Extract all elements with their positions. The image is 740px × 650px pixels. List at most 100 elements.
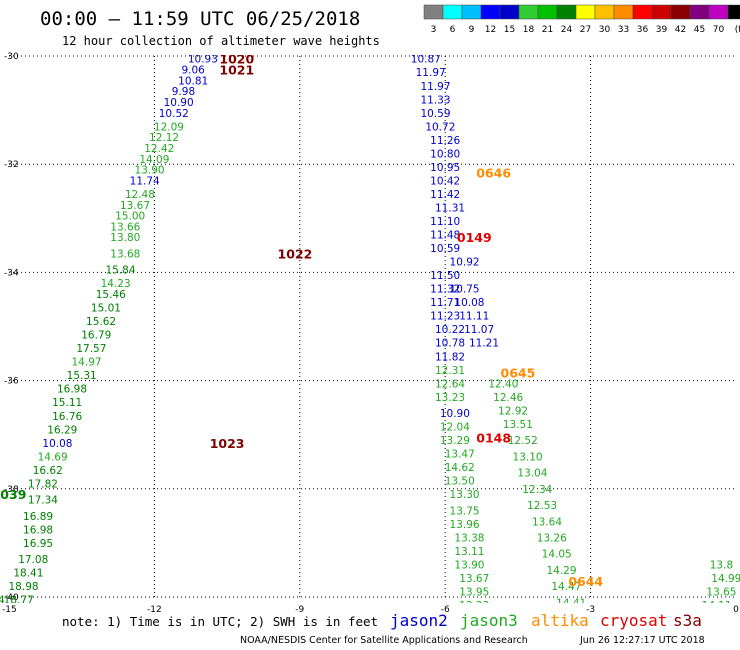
legend-swatch: [708, 4, 729, 20]
swh-label: 15.84: [105, 265, 135, 277]
swh-label: 13.10: [513, 451, 543, 463]
time-label: 0644: [568, 574, 603, 589]
swh-label: 11.33: [420, 94, 450, 106]
legend-swatch: [670, 4, 691, 20]
axis-ticks: -30-32-34-36-38-40-15 -12 -9 -6 -3 0: [2, 52, 739, 615]
swh-label: 12.42: [144, 143, 174, 155]
legend-swatch: [423, 4, 444, 20]
time-label: 0039: [0, 487, 26, 502]
legend-swatch: [499, 4, 520, 20]
y-tick-label: -36: [4, 377, 19, 387]
swh-label: 14.97: [72, 357, 102, 369]
swh-label: 12.12: [149, 132, 179, 144]
y-tick-label: -40: [4, 593, 19, 603]
x-tick-label: -6: [441, 605, 450, 615]
legend-label: 36: [637, 25, 649, 35]
legend-label: 39: [656, 25, 668, 35]
legend-label: (ft): [735, 25, 740, 35]
swh-label: 11.26: [430, 135, 460, 147]
swh-label: 12.92: [498, 405, 528, 417]
swh-label: 14.41: [556, 597, 586, 609]
swh-label: 13.95: [459, 587, 489, 599]
swh-label: 14.62: [445, 462, 475, 474]
legend-label: 24: [561, 25, 573, 35]
swh-label: 13.47: [445, 449, 475, 461]
swh-label: 18.41: [13, 568, 43, 580]
swh-label: 12.48: [125, 189, 155, 201]
swh-label: 14.29: [546, 565, 576, 577]
swh-label: 13.64: [532, 516, 562, 528]
swh-label: 11.32: [430, 284, 460, 296]
legend-label: 30: [599, 25, 611, 35]
swh-label: 10.90: [164, 97, 194, 109]
legend-swatch: [594, 4, 615, 20]
time-label: 0149: [457, 230, 492, 245]
swh-label: 10.52: [159, 108, 189, 120]
legend-swatch: [442, 4, 463, 20]
swh-label: 13.96: [450, 519, 480, 531]
swh-label: 10.95: [430, 162, 460, 174]
time-label: 1021: [219, 63, 254, 78]
chart-title: 00:00 – 11:59 UTC 06/25/2018: [40, 8, 360, 30]
swh-label: 11.10: [430, 216, 460, 228]
x-tick-label: -9: [295, 605, 304, 615]
legend-swatch: [575, 4, 596, 20]
swh-label: 10.78: [435, 338, 465, 350]
swh-label: 13.29: [440, 435, 470, 447]
y-tick-label: -34: [4, 268, 19, 278]
footer-credit: NOAA/NESDIS Center for Satellite Applica…: [240, 635, 528, 646]
swh-label: 16.76: [52, 411, 82, 423]
swh-label: 16.79: [81, 330, 111, 342]
legend-swatch: [613, 4, 634, 20]
legend-swatch: [556, 4, 577, 20]
time-labels: 1020102110221023003900400646014906450148…: [0, 52, 603, 589]
legend-label: 42: [675, 25, 686, 35]
swh-label: 11.71: [430, 297, 460, 309]
swh-label: 16.29: [47, 424, 77, 436]
swh-label: 15.00: [115, 211, 145, 223]
swh-label: 14.99: [711, 573, 740, 585]
x-tick-label: -15: [2, 605, 17, 615]
swh-label: 11.07: [464, 324, 494, 336]
swh-label: 10.42: [430, 175, 460, 187]
swh-label: 13.26: [537, 532, 567, 544]
swh-label: 10.87: [411, 54, 441, 66]
swh-label: 12.09: [154, 121, 184, 133]
time-label: 0148: [476, 430, 511, 445]
swh-label: 13.11: [454, 546, 484, 558]
swh-label: 11.42: [430, 189, 460, 201]
swh-label: 13.68: [110, 248, 140, 260]
legend-swatch: [518, 4, 539, 20]
swh-label: 13.30: [450, 489, 480, 501]
swh-label: 12.31: [435, 365, 465, 377]
swh-label: 12.46: [493, 392, 523, 404]
swh-label: 13.90: [454, 560, 484, 572]
swh-label: 14.11: [702, 600, 732, 612]
swh-label: 12.40: [488, 378, 518, 390]
legend-label: 21: [542, 25, 553, 35]
time-label: 1022: [278, 246, 313, 261]
legend-label: 3: [431, 25, 437, 35]
swh-label: 10.59: [430, 243, 460, 255]
legend-label: 12: [485, 25, 496, 35]
swh-label: 14.47: [551, 581, 581, 593]
swh-label: 18.77: [4, 595, 34, 607]
swh-label: 13.67: [459, 573, 489, 585]
legend-swatch: [727, 4, 740, 20]
swh-label: 13.66: [110, 221, 140, 233]
satellite-label: jason3: [460, 611, 518, 630]
swh-label: 10.59: [420, 108, 450, 120]
swh-label: 11.50: [430, 270, 460, 282]
swh-label: 12.64: [435, 378, 465, 390]
x-tick-label: -3: [586, 605, 595, 615]
y-tick-label: -30: [4, 52, 19, 62]
swh-label: 10.90: [440, 408, 470, 420]
legend-swatch: [651, 4, 672, 20]
swh-label: 11.48: [430, 230, 460, 242]
time-label: 1020: [219, 52, 254, 67]
swh-label: 14.09: [139, 154, 169, 166]
swh-label: 11.31: [435, 202, 465, 214]
swh-label: 13.65: [706, 587, 736, 599]
legend-label: 33: [618, 25, 629, 35]
